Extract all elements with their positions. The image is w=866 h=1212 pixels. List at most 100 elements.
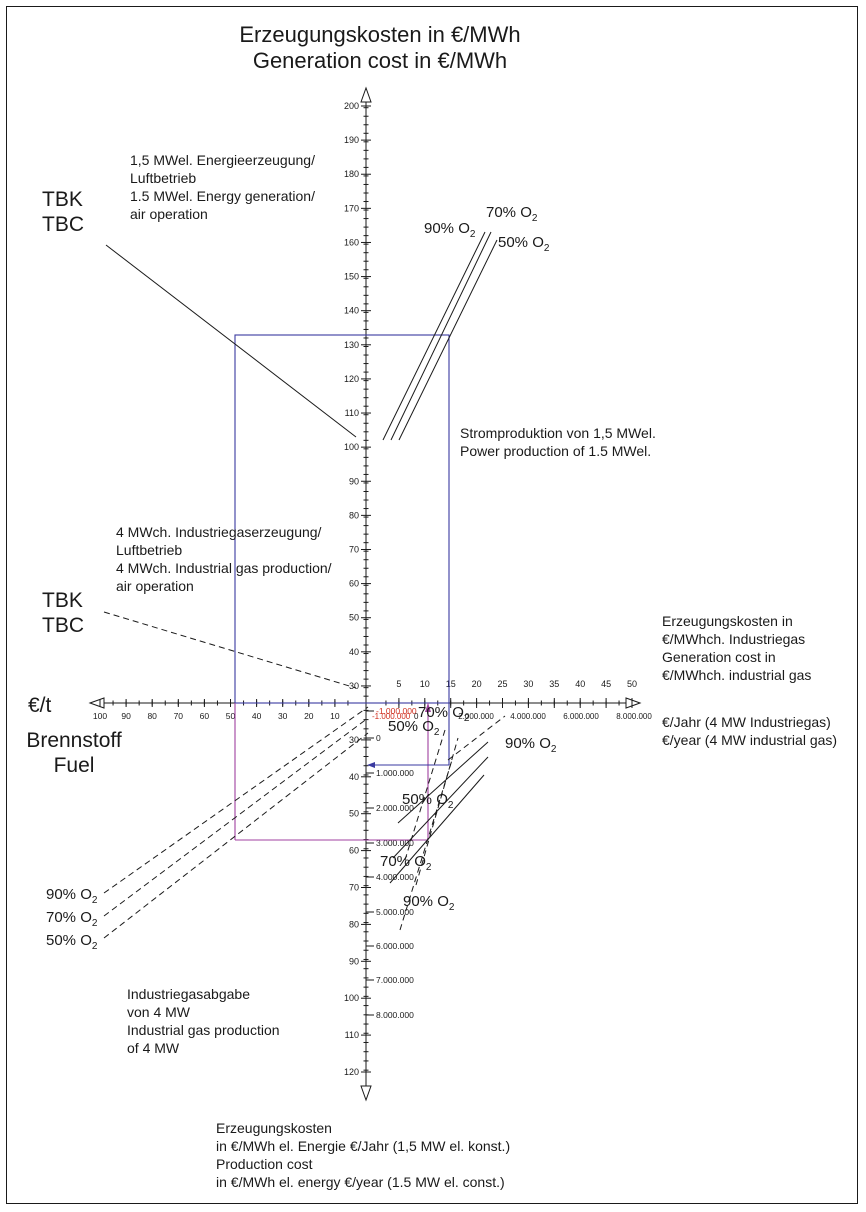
o2-center-50a: 50% O2 (388, 718, 440, 738)
chart-title: Erzeugungskosten in €/MWh Generation cos… (200, 22, 560, 75)
o2-70-power-line (390, 231, 492, 441)
o2-center-70a: 70% O2 (418, 704, 470, 724)
x-right-top-tick-label: 50 (627, 679, 637, 689)
tbk-top-de: TBK (42, 188, 83, 211)
o2-90-dashed-line (415, 737, 459, 886)
right-line4: €/MWhch. industrial gas (662, 666, 812, 683)
x-zero-tick-label: 0 (414, 712, 419, 721)
fuel-label: Brennstoff Fuel (24, 728, 124, 778)
y-upper-tick-label: 80 (349, 510, 359, 520)
gas-line4: air operation (116, 577, 194, 594)
x-right-bottom-tick-label: 8.000.000 (616, 712, 652, 721)
x-right-top-tick-label: 45 (601, 679, 611, 689)
o2-top-50: 50% O2 (498, 234, 550, 254)
x-right-top-tick-label: 25 (497, 679, 507, 689)
y-lower-tick-label: 30 (349, 735, 359, 745)
x-left-tick-label: 20 (304, 711, 314, 721)
fuel-en: Fuel (53, 754, 95, 778)
y-upper-tick-label: 150 (344, 272, 359, 282)
strom-en: Power production of 1.5 MWel. (460, 442, 652, 459)
right-line2: €/MWhch. Industriegas (662, 630, 806, 647)
o2-70-dashed-line (404, 729, 446, 861)
tbk-top-en: TBC (42, 213, 84, 237)
y-upper-tick-label: 110 (345, 408, 359, 418)
gas-line1: 4 MWch. Industriegaserzeugung/ (116, 524, 322, 540)
x-left-tick-label: 90 (121, 711, 131, 721)
right-line5: €/Jahr (4 MW Industriegas) (662, 714, 831, 730)
o2-center-50b: 50% O2 (402, 791, 454, 811)
o2-center-90a: 90% O2 (505, 735, 557, 755)
ind-line1: Industriegasabgabe (127, 986, 250, 1002)
o2-50-gas-dashed-line (103, 732, 369, 939)
x-left-tick-label: 70 (174, 711, 184, 721)
tbk-gas-dashed-line (103, 611, 357, 689)
y-upper-tick-label: 180 (344, 169, 359, 179)
y-lower-tick-label: 80 (349, 919, 359, 929)
x-left-tick-label: 10 (330, 711, 340, 721)
x-right-top-tick-label: 35 (549, 679, 559, 689)
x-right-top-tick-label: 30 (523, 679, 533, 689)
y-upper-tick-label: 70 (349, 544, 359, 554)
y-lower-tick-label: 90 (349, 956, 359, 966)
o2-left-50: 50% O2 (46, 932, 98, 952)
y-money-tick-label: 3.000.000 (376, 838, 414, 848)
y-upper-tick-label: 160 (344, 237, 359, 247)
power-line4: air operation (130, 205, 208, 222)
arrow-left-icon (367, 762, 375, 768)
strom-de: Stromproduktion von 1,5 MWel. (460, 425, 656, 441)
power-line3: 1.5 MWel. Energy generation/ (130, 187, 315, 204)
y-money-tick-label: 7.000.000 (376, 975, 414, 985)
x-left-tick-label: 60 (200, 711, 210, 721)
o2-90-gas-dashed-line (103, 706, 369, 894)
fuel-de: Brennstoff (26, 729, 122, 752)
y-lower-tick-label: 110 (345, 1030, 359, 1040)
y-upper-tick-label: 130 (344, 340, 359, 350)
fuel-unit-label: €/t (28, 694, 52, 717)
y-upper-tick-label: 50 (349, 613, 359, 623)
y-money-tick-label: 8.000.000 (376, 1010, 414, 1020)
x-right-bottom-tick-label: 4.000.000 (510, 712, 546, 721)
power-line2: Luftbetrieb (130, 169, 197, 186)
gas-cost-axis-label: Erzeugungskosten in €/MWhch. Industriega… (662, 613, 811, 685)
arrow-right-icon (625, 697, 642, 709)
gas-line2: Luftbetrieb (116, 541, 183, 558)
o2-90-power-line (382, 231, 486, 441)
x-right-top-tick-label: 20 (472, 679, 482, 689)
o2-center-70b: 70% O2 (380, 853, 432, 873)
y-lower-tick-label: 120 (344, 1067, 359, 1077)
y-upper-tick-label: 200 (344, 101, 359, 111)
bottom-line4: in €/MWh el. energy €/year (1.5 MW el. c… (216, 1173, 505, 1190)
x-right-bottom-tick-label: 2.000.000 (458, 712, 494, 721)
arrow-up-icon (425, 703, 431, 712)
x-right-top-tick-label: 10 (420, 679, 430, 689)
tbk-mid-label: TBK TBC (42, 588, 84, 638)
y-upper-tick-label: 30 (349, 681, 359, 691)
right-line6: €/year (4 MW industrial gas) (662, 731, 838, 748)
bottom-line2: in €/MWh el. Energie €/Jahr (1,5 MW el. … (216, 1137, 511, 1154)
y-upper-tick-label: 170 (344, 203, 359, 213)
production-cost-label: Erzeugungskosten in €/MWh el. Energie €/… (216, 1120, 510, 1192)
y-upper-tick-label: 60 (349, 579, 359, 589)
o2-left-90: 90% O2 (46, 886, 98, 906)
ind-line2: von 4 MW (127, 1003, 191, 1020)
x-left-tick-label: 80 (147, 711, 157, 721)
y-lower-tick-label: 40 (349, 772, 359, 782)
y-upper-tick-label: 140 (344, 306, 359, 316)
y-upper-tick-label: 120 (344, 374, 359, 384)
y-upper-tick-label: 90 (349, 476, 359, 486)
o2-dashed-upper-line (447, 715, 506, 761)
y-money-tick-label: 0 (376, 733, 381, 743)
o2-50-cost-line (397, 741, 489, 824)
x-right-bottom-tick-label: 6.000.000 (563, 712, 599, 721)
gas-annual-axis-label: €/Jahr (4 MW Industriegas) €/year (4 MW … (662, 714, 837, 750)
y-money-tick-label: -1.000.000 (376, 706, 417, 716)
bottom-line1: Erzeugungskosten (216, 1120, 332, 1136)
o2-top-70: 70% O2 (486, 204, 538, 224)
x-left-tick-label: 50 (226, 711, 236, 721)
gas-line3: 4 MWch. Industrial gas production/ (116, 559, 332, 576)
o2-top-90: 90% O2 (424, 220, 476, 240)
ind-line4: of 4 MW (127, 1039, 180, 1056)
bottom-line3: Production cost (216, 1155, 313, 1172)
y-lower-tick-label: 70 (349, 883, 359, 893)
